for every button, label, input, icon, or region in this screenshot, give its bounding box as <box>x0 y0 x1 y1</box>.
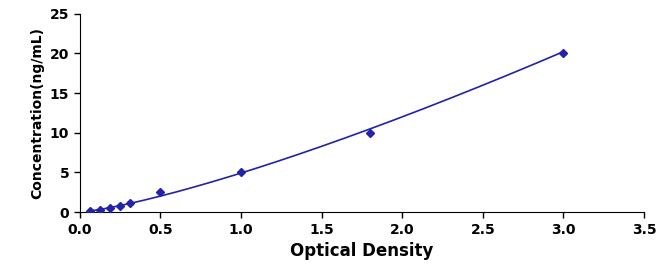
X-axis label: Optical Density: Optical Density <box>290 242 434 260</box>
Y-axis label: Concentration(ng/mL): Concentration(ng/mL) <box>30 27 44 199</box>
